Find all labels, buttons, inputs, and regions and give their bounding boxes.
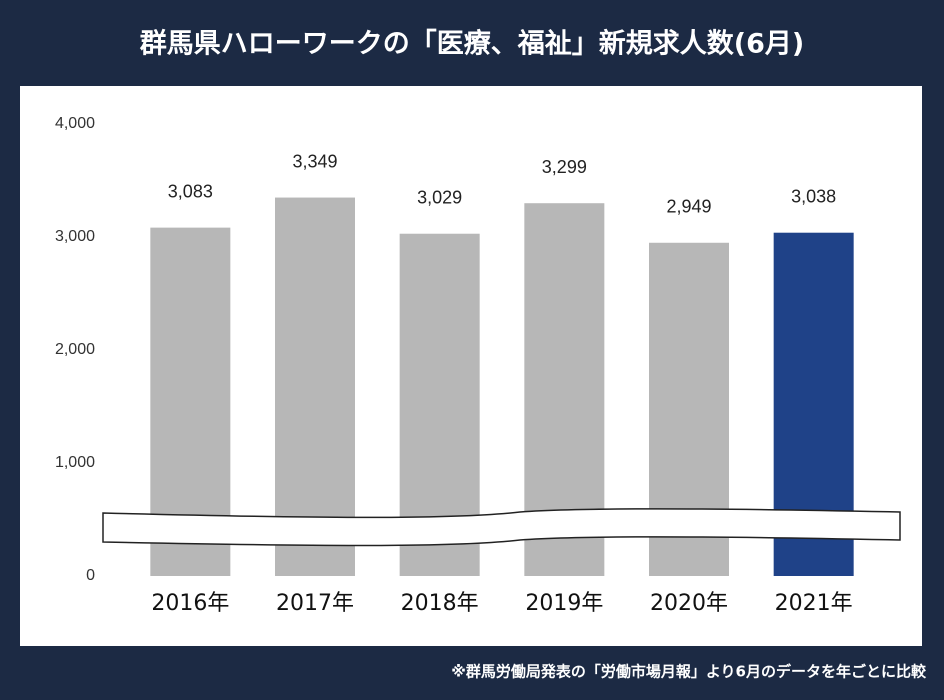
- x-tick-label: 2021年: [775, 591, 853, 616]
- x-tick-label: 2018年: [401, 591, 479, 616]
- x-tick-label: 2017年: [276, 591, 354, 616]
- bar: [275, 197, 355, 577]
- x-tick-label: 2019年: [525, 591, 603, 616]
- y-tick-label: 2,000: [55, 341, 95, 358]
- value-label: 3,299: [542, 157, 587, 177]
- axis-break: [102, 508, 901, 547]
- y-tick-label: 3,000: [55, 228, 95, 245]
- value-label: 3,029: [417, 187, 462, 207]
- value-label: 3,038: [791, 186, 836, 206]
- chart-title: 群馬県ハローワークの「医療、福祉」新規求人数(6月): [140, 28, 804, 60]
- y-tick-label: 1,000: [55, 454, 95, 471]
- value-label: 2,949: [666, 197, 711, 217]
- x-tick-label: 2020年: [650, 591, 728, 616]
- x-tick-label: 2016年: [151, 591, 229, 616]
- y-tick-label: 0: [86, 567, 95, 584]
- value-label: 3,083: [168, 181, 213, 201]
- y-tick-label: 4,000: [55, 115, 95, 132]
- value-label: 3,349: [292, 151, 337, 171]
- footnote: ※群馬労働局発表の「労働市場月報」より6月のデータを年ごとに比較: [451, 663, 927, 681]
